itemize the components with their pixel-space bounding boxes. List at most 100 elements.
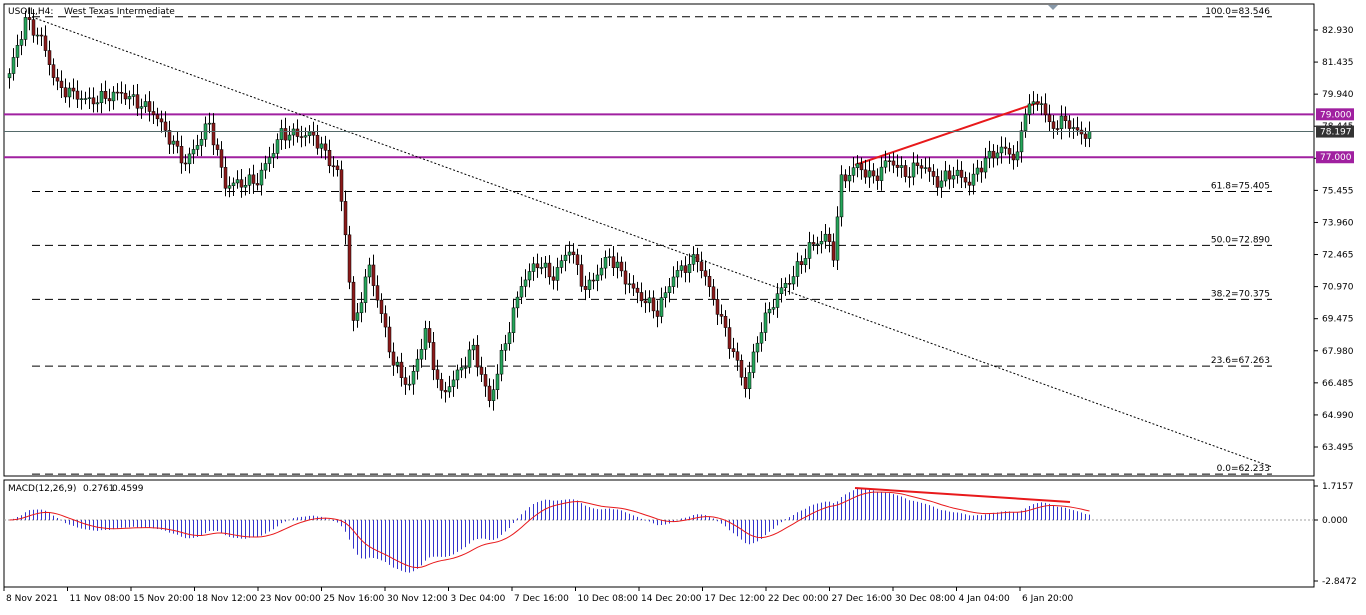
candle-body: [743, 377, 748, 389]
candle-body: [399, 361, 404, 378]
candle: [803, 248, 808, 273]
candle-body: [843, 174, 848, 182]
candle: [279, 119, 284, 150]
candle: [935, 168, 940, 196]
candle-body: [39, 34, 44, 37]
candle: [1035, 93, 1040, 111]
macd-pane[interactable]: [3, 479, 1315, 588]
candle-body: [315, 134, 320, 149]
candle: [1075, 116, 1080, 136]
candle: [227, 176, 232, 198]
candle-body: [635, 287, 640, 293]
candle-body: [1023, 114, 1028, 131]
time-tick-label: 23 Nov 00:00: [260, 594, 321, 604]
price-tag-label: 78.197: [1320, 128, 1352, 138]
candle: [991, 144, 996, 168]
candle-body: [471, 344, 476, 351]
candle-body: [883, 160, 888, 168]
candle-body: [639, 292, 644, 302]
candle: [327, 139, 332, 174]
candle-body: [155, 114, 160, 120]
candle-body: [35, 34, 40, 37]
candle: [835, 206, 840, 270]
candle-body: [611, 256, 616, 269]
candle: [679, 260, 684, 278]
candle: [847, 166, 852, 192]
candle-body: [435, 369, 440, 380]
candle: [1059, 105, 1064, 140]
candle: [471, 338, 476, 361]
candle: [499, 344, 504, 382]
candle: [655, 300, 660, 328]
candle: [387, 316, 392, 359]
candle-body: [47, 50, 52, 65]
candle-body: [539, 267, 544, 269]
candle-body: [855, 163, 860, 168]
candle: [779, 278, 784, 303]
candle: [787, 274, 792, 295]
candle-body: [263, 163, 268, 171]
candle: [523, 269, 528, 298]
candle: [599, 257, 604, 281]
candle-body: [971, 173, 976, 186]
candle: [467, 341, 472, 374]
candle: [899, 156, 904, 178]
candle: [775, 283, 780, 318]
candle: [751, 343, 756, 379]
candle-body: [1075, 127, 1080, 131]
candle: [463, 356, 468, 379]
candle-body: [307, 131, 312, 136]
candle: [419, 338, 424, 368]
symbol-label: USOIL,H4:: [8, 7, 53, 17]
candle: [743, 367, 748, 398]
fibonacci-levels: 100.0=83.546 61.8=75.405 50.0=72.890 38.2=7…: [32, 7, 1272, 475]
candle: [303, 127, 308, 147]
candle-body: [675, 270, 680, 278]
candle: [571, 243, 576, 264]
macd-divergence-line[interactable]: [854, 487, 1071, 503]
macd-signal-line: [9, 491, 1090, 569]
candle-body: [163, 121, 168, 131]
candle: [7, 68, 12, 89]
candle: [495, 364, 500, 400]
candle-body: [623, 270, 628, 285]
candle-body: [331, 165, 336, 168]
candle-body: [551, 276, 556, 281]
chart-shift-marker[interactable]: [1048, 5, 1058, 10]
candle: [115, 83, 120, 101]
candle-body: [987, 150, 992, 159]
candle-body: [1027, 103, 1032, 115]
candle: [147, 91, 152, 122]
candle: [663, 286, 668, 308]
time-tick-label: 10 Dec 08:00: [578, 594, 639, 604]
candle-body: [379, 299, 384, 314]
candle-body: [167, 130, 172, 145]
candle: [123, 84, 128, 105]
candle-body: [815, 243, 820, 246]
candle: [455, 364, 460, 389]
candle-body: [927, 167, 932, 172]
price-tick-label: 75.455: [1322, 186, 1354, 196]
candle-body: [1007, 148, 1012, 155]
price-tick-label: 72.465: [1322, 251, 1354, 261]
price-tags: 79.000 77.000 78.197: [1316, 108, 1354, 164]
candle-body: [363, 276, 368, 303]
candle-body: [935, 176, 940, 188]
candle: [799, 255, 804, 274]
candle-body: [159, 118, 164, 123]
candle: [995, 144, 1000, 166]
candle: [615, 252, 620, 279]
candle-body: [627, 283, 632, 286]
candle: [763, 302, 768, 341]
candle: [183, 154, 188, 172]
price-pane[interactable]: [3, 3, 1315, 477]
candle-body: [139, 106, 144, 109]
candle-body: [975, 167, 980, 175]
candle-body: [383, 313, 388, 328]
candle: [407, 375, 412, 391]
candle: [831, 233, 836, 268]
candle-body: [867, 170, 872, 178]
candle-body: [407, 383, 412, 386]
